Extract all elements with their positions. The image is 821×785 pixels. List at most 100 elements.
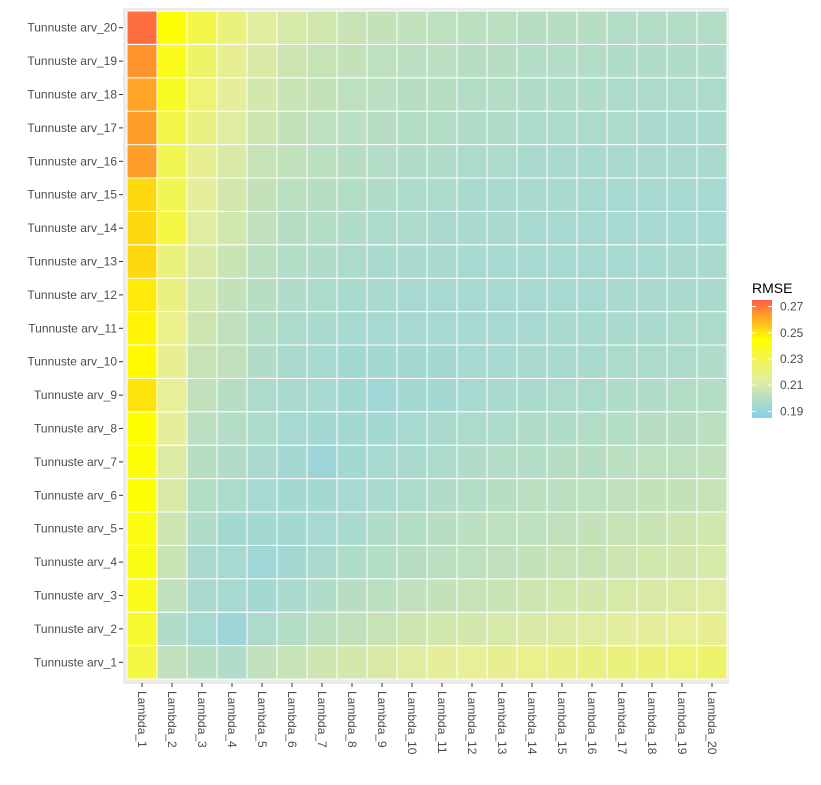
heatmap-cell [366, 277, 398, 313]
heatmap-cell [336, 43, 368, 79]
heatmap-cell [186, 177, 218, 212]
heatmap-cell [576, 77, 608, 112]
heatmap-cell [276, 645, 308, 680]
heatmap-cell [456, 210, 488, 246]
heatmap-cell [606, 411, 638, 446]
x-tick-label: Lambda_16 [585, 691, 599, 755]
heatmap-cell [546, 77, 578, 112]
heatmap-cell [456, 277, 488, 313]
heatmap-cell [666, 277, 698, 313]
heatmap-cell [156, 210, 188, 246]
heatmap-cell [546, 10, 578, 45]
heatmap-cell [336, 77, 368, 112]
heatmap-cell [186, 244, 218, 279]
heatmap-cell [216, 177, 248, 212]
heatmap-cell [636, 377, 668, 413]
heatmap-cell [546, 544, 578, 580]
x-tick-label: Lambda_11 [435, 691, 449, 754]
heatmap-cell [216, 645, 248, 680]
heatmap-cell [696, 10, 728, 45]
heatmap-cell [486, 311, 518, 346]
heatmap-cell [366, 144, 398, 179]
heatmap-cell [306, 210, 338, 246]
heatmap-cell [156, 511, 188, 546]
heatmap-cell [576, 244, 608, 279]
heatmap-cell [486, 344, 518, 379]
heatmap-cell [696, 277, 728, 313]
heatmap-cell [486, 478, 518, 513]
heatmap-cell [156, 10, 188, 45]
heatmap-cell [276, 277, 308, 313]
heatmap-cell [516, 411, 548, 446]
heatmap-cell [576, 277, 608, 313]
heatmap-cell [156, 277, 188, 313]
heatmap-cell [456, 311, 488, 346]
heatmap-cell [336, 478, 368, 513]
heatmap-cell [666, 544, 698, 580]
heatmap-cell [366, 311, 398, 346]
heatmap-cell [696, 544, 728, 580]
heatmap-cell [126, 611, 158, 647]
heatmap-cell [666, 411, 698, 446]
heatmap-cell [576, 10, 608, 45]
heatmap-cell [606, 43, 638, 79]
legend-title: RMSE [752, 280, 792, 296]
heatmap-cell [696, 511, 728, 546]
heatmap-cell [636, 244, 668, 279]
heatmap-cell [396, 43, 428, 79]
heatmap-cell [456, 511, 488, 546]
heatmap-cell [516, 544, 548, 580]
x-tick-label: Lambda_5 [255, 691, 269, 748]
heatmap-cell [486, 511, 518, 546]
heatmap-cell [396, 177, 428, 212]
heatmap-cell [186, 578, 218, 613]
heatmap-cell [216, 411, 248, 446]
heatmap-cell [606, 511, 638, 546]
heatmap-cell [276, 611, 308, 647]
heatmap-cell [156, 311, 188, 346]
heatmap-cell [306, 177, 338, 212]
heatmap-cell [396, 10, 428, 45]
heatmap-cell [456, 10, 488, 45]
heatmap-cell [156, 344, 188, 379]
heatmap-cell [156, 544, 188, 580]
heatmap-cell [666, 511, 698, 546]
heatmap-cell [456, 544, 488, 580]
heatmap-cell [606, 444, 638, 480]
heatmap-cell [246, 110, 278, 146]
heatmap-cell [246, 244, 278, 279]
heatmap-cell [276, 511, 308, 546]
heatmap-cell [606, 110, 638, 146]
heatmap-cell [396, 411, 428, 446]
x-axis: Lambda_1 Lambda_2 Lambda_3 Lambda_4 Lambda_5… [135, 683, 719, 755]
heatmap-cell [396, 645, 428, 680]
heatmap-cell [426, 511, 458, 546]
heatmap-cell [666, 110, 698, 146]
heatmap-cell [546, 444, 578, 480]
heatmap-cell [696, 411, 728, 446]
y-tick-label: Tunnuste arv_1 [34, 655, 117, 669]
heatmap-cell [126, 377, 158, 413]
heatmap-cell [516, 611, 548, 647]
heatmap-cell [336, 210, 368, 246]
heatmap-cell [486, 277, 518, 313]
heatmap-cell [606, 77, 638, 112]
heatmap-cell [516, 210, 548, 246]
heatmap-cell [186, 43, 218, 79]
heatmap-cell [276, 344, 308, 379]
x-tick-label: Lambda_19 [675, 691, 689, 755]
heatmap-cell [186, 10, 218, 45]
heatmap-cell [336, 144, 368, 179]
heatmap-cell [246, 177, 278, 212]
heatmap-cell [306, 277, 338, 313]
heatmap-cell [666, 645, 698, 680]
heatmap-cell [156, 478, 188, 513]
heatmap-cell [516, 578, 548, 613]
heatmap-cell [306, 311, 338, 346]
heatmap-cell [546, 611, 578, 647]
heatmap-cell [606, 377, 638, 413]
heatmap-cell [186, 344, 218, 379]
heatmap-cell [156, 645, 188, 680]
heatmap-cell [636, 177, 668, 212]
heatmap-cell [246, 411, 278, 446]
